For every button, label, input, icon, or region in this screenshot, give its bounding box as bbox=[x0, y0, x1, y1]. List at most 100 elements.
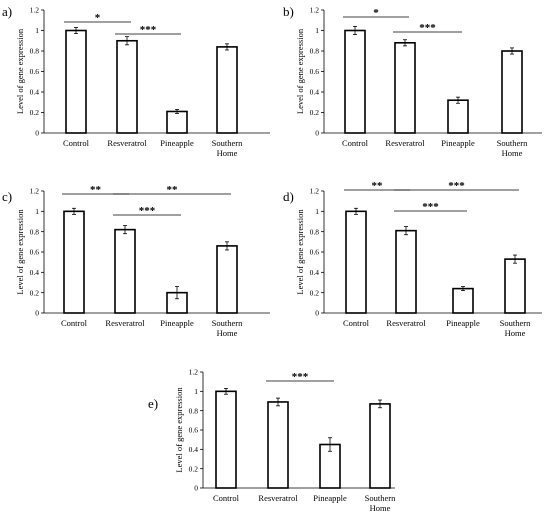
y-axis-label: Level of gene expression bbox=[295, 209, 305, 295]
y-tick-label: 1 bbox=[315, 207, 319, 216]
y-tick-label: 0.6 bbox=[310, 248, 320, 257]
bar-pineapple bbox=[452, 287, 474, 314]
y-tick-label: 0.8 bbox=[189, 406, 199, 415]
panel-letter: d) bbox=[283, 189, 294, 204]
y-tick-label: 0.4 bbox=[30, 88, 40, 97]
x-tick-label: Pineapple bbox=[446, 318, 480, 328]
x-tick-label: Control bbox=[343, 318, 370, 328]
panel-letter: b) bbox=[283, 4, 294, 19]
x-tick-label: Control bbox=[213, 493, 240, 503]
bar-control bbox=[63, 210, 85, 314]
bar-southern-home bbox=[504, 258, 526, 314]
y-tick-label: 0.2 bbox=[30, 108, 40, 117]
significance-label: ** bbox=[372, 180, 384, 192]
y-tick-label: 0.2 bbox=[189, 464, 199, 473]
panel-letter: e) bbox=[148, 396, 158, 411]
y-tick-label: 0.8 bbox=[310, 227, 320, 236]
y-tick-label: 0.8 bbox=[30, 227, 40, 236]
chart-panel-2: b) 0 0.2 0.4 0.6 0.8 1 1.2 Level of gene express… bbox=[283, 4, 542, 158]
bar-southern-home bbox=[216, 46, 238, 134]
y-tick-label: 1.2 bbox=[189, 368, 199, 377]
x-tick-label: Resveratrol bbox=[105, 318, 145, 328]
x-tick-label: Resveratrol bbox=[385, 138, 425, 148]
significance-label: *** bbox=[448, 180, 465, 192]
y-tick-label: 1.2 bbox=[310, 187, 320, 196]
y-tick-label: 1.2 bbox=[30, 6, 40, 15]
y-tick-label: 0.6 bbox=[30, 67, 40, 76]
y-tick-label: 0.4 bbox=[189, 445, 199, 454]
x-tick-label: Control bbox=[61, 318, 88, 328]
y-tick-label: 1 bbox=[194, 387, 198, 396]
bar-resveratrol bbox=[394, 41, 416, 134]
y-tick-label: 0 bbox=[315, 309, 319, 318]
bar-resveratrol bbox=[114, 228, 136, 314]
significance-label: ** bbox=[167, 184, 179, 196]
x-tick-label: Resveratrol bbox=[386, 318, 426, 328]
bar-southern-home bbox=[369, 403, 391, 489]
x-tick-label: Southern Home bbox=[365, 493, 396, 513]
y-axis-label: Level of gene expression bbox=[174, 387, 184, 473]
chart-panel-5: e) 0 0.2 0.4 0.6 0.8 1 1.2 Level of gene express… bbox=[148, 368, 396, 513]
bar-control bbox=[215, 390, 237, 489]
y-tick-label: 1 bbox=[35, 26, 39, 35]
significance-label: *** bbox=[292, 371, 309, 383]
y-tick-label: 1.2 bbox=[310, 6, 320, 15]
y-tick-label: 0.2 bbox=[30, 288, 40, 297]
bar-control bbox=[65, 29, 87, 134]
x-tick-label: Southern Home bbox=[212, 138, 243, 158]
x-tick-label: Pineapple bbox=[160, 318, 194, 328]
panel-letter: a) bbox=[2, 4, 12, 19]
bar-pineapple bbox=[447, 99, 469, 134]
significance-label: *** bbox=[419, 22, 436, 34]
y-tick-label: 0.2 bbox=[310, 108, 320, 117]
y-tick-label: 0.8 bbox=[30, 47, 40, 56]
significance-label: ** bbox=[90, 184, 102, 196]
y-tick-label: 0.2 bbox=[310, 288, 320, 297]
x-tick-label: Southern Home bbox=[500, 318, 531, 338]
bar-resveratrol bbox=[116, 39, 138, 134]
chart-panel-1: a) 0 0.2 0.4 0.6 0.8 1 1.2 Level of gene express… bbox=[2, 4, 270, 158]
chart-panel-4: d) 0 0.2 0.4 0.6 0.8 1 1.2 Level of gene express… bbox=[283, 180, 542, 338]
y-tick-label: 0 bbox=[35, 309, 39, 318]
y-tick-label: 0 bbox=[194, 484, 198, 493]
bar-southern-home bbox=[216, 245, 238, 314]
x-tick-label: Control bbox=[63, 138, 90, 148]
panel-letter: c) bbox=[2, 189, 12, 204]
significance-label: * bbox=[373, 7, 379, 19]
y-tick-label: 0 bbox=[35, 129, 39, 138]
y-tick-label: 0.6 bbox=[310, 67, 320, 76]
chart-panel-3: c) 0 0.2 0.4 0.6 0.8 1 1.2 Level of gene express… bbox=[2, 184, 270, 338]
x-tick-label: Pineapple bbox=[160, 138, 194, 148]
y-tick-label: 1 bbox=[315, 26, 319, 35]
significance-label: *** bbox=[140, 24, 157, 36]
y-tick-label: 0.6 bbox=[189, 426, 199, 435]
x-tick-label: Southern Home bbox=[497, 138, 528, 158]
bar-control bbox=[344, 29, 366, 134]
x-tick-label: Southern Home bbox=[212, 318, 243, 338]
bar-resveratrol bbox=[267, 401, 289, 489]
y-tick-label: 0.8 bbox=[310, 47, 320, 56]
significance-label: *** bbox=[139, 205, 156, 217]
y-tick-label: 0.4 bbox=[30, 268, 40, 277]
y-tick-label: 0 bbox=[315, 129, 319, 138]
y-tick-label: 1 bbox=[35, 207, 39, 216]
bar-control bbox=[345, 210, 367, 314]
x-tick-label: Control bbox=[342, 138, 369, 148]
significance-label: *** bbox=[422, 201, 439, 213]
y-tick-label: 0.6 bbox=[30, 248, 40, 257]
y-axis-label: Level of gene expression bbox=[295, 28, 305, 114]
bar-pineapple bbox=[166, 110, 188, 134]
y-axis-label: Level of gene expression bbox=[15, 28, 25, 114]
y-tick-label: 0.4 bbox=[310, 88, 320, 97]
y-axis-label: Level of gene expression bbox=[15, 209, 25, 295]
x-tick-label: Pineapple bbox=[313, 493, 347, 503]
y-tick-label: 1.2 bbox=[30, 187, 40, 196]
bar-resveratrol bbox=[395, 229, 417, 314]
y-tick-label: 0.4 bbox=[310, 268, 320, 277]
x-tick-label: Resveratrol bbox=[258, 493, 298, 503]
bar-southern-home bbox=[501, 50, 523, 134]
x-tick-label: Pineapple bbox=[441, 138, 475, 148]
significance-label: * bbox=[95, 12, 101, 24]
x-tick-label: Resveratrol bbox=[107, 138, 147, 148]
